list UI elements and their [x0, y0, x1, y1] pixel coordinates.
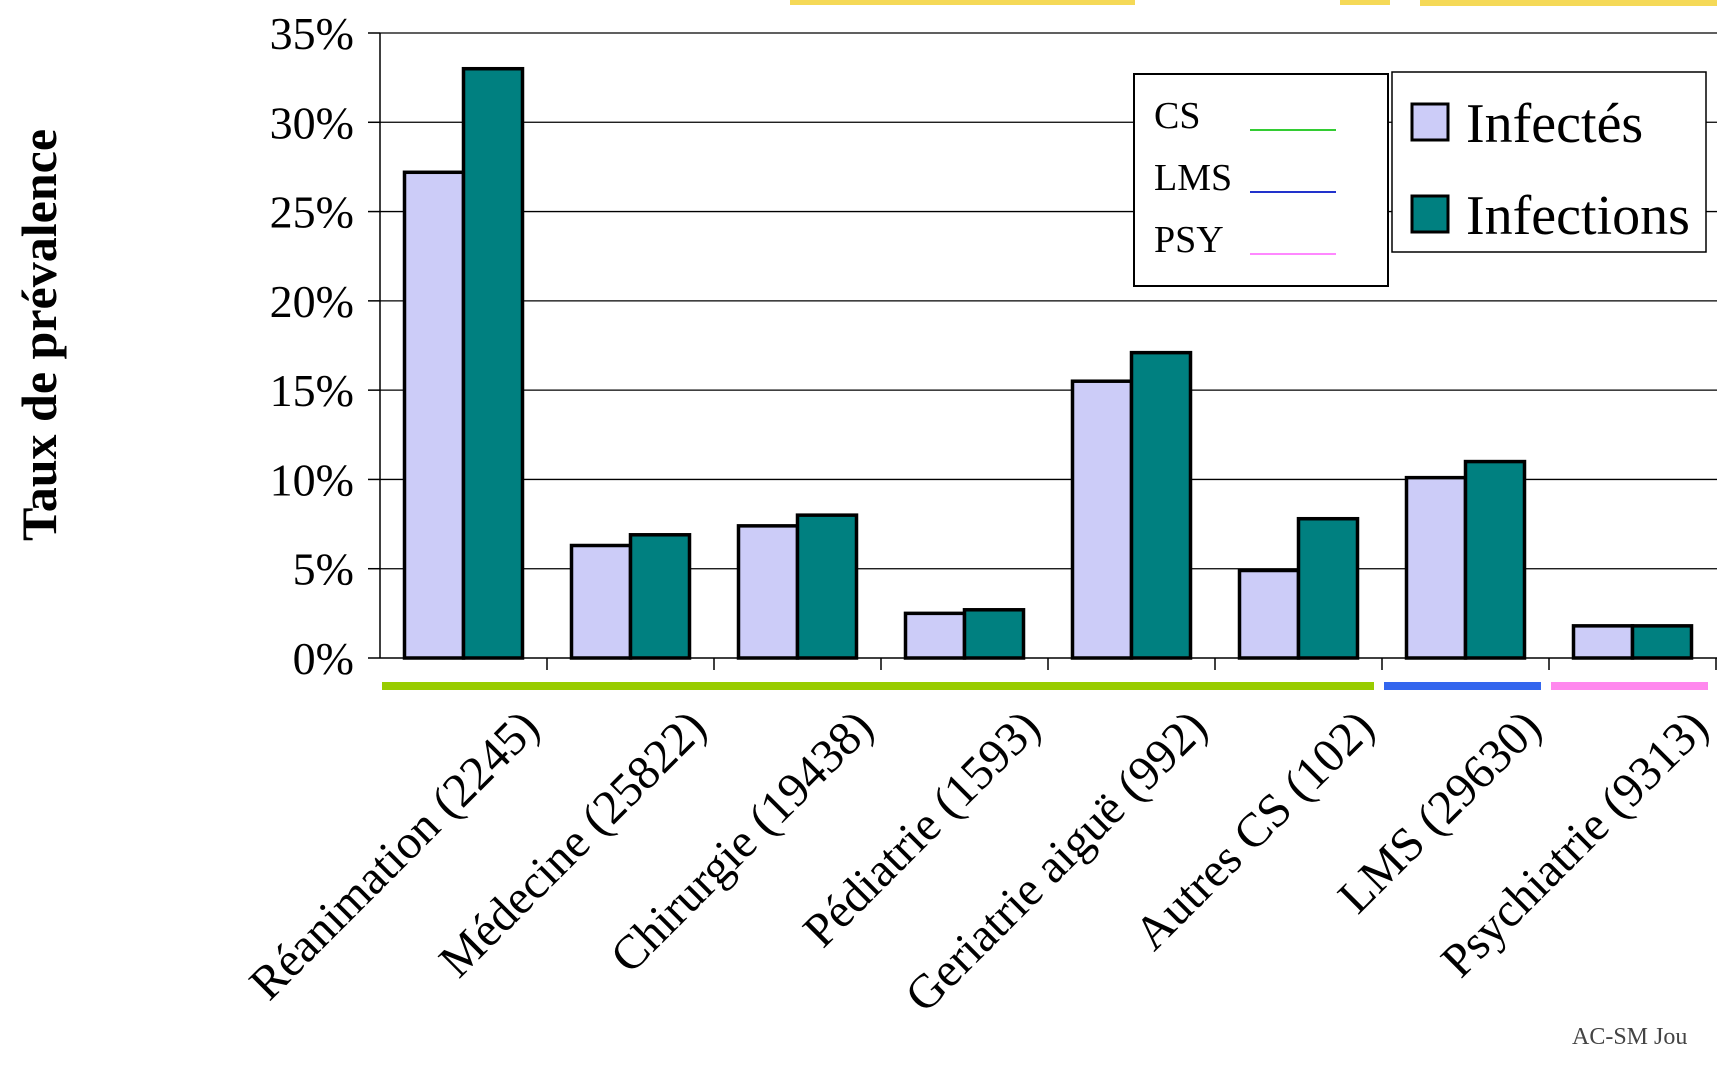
bar-infections	[795, 513, 859, 660]
y-tick-label: 5%	[293, 544, 354, 595]
bar-infections	[1630, 624, 1694, 660]
group-legend-label: PSY	[1154, 219, 1224, 261]
y-tick-label: 35%	[270, 8, 354, 59]
legend-swatch	[1410, 102, 1450, 142]
y-axis-label: Taux de prévalence	[11, 129, 67, 541]
y-tick-label: 30%	[270, 97, 354, 148]
bar-infections	[962, 608, 1026, 660]
y-tick-label: 0%	[293, 633, 354, 684]
category-label: Réanimation (2245)	[239, 700, 549, 1010]
bar-infectes	[1070, 379, 1134, 660]
bar-infectes	[569, 543, 633, 660]
group-legend-label: LMS	[1154, 157, 1232, 199]
legend-label: Infections	[1466, 185, 1690, 247]
category-label: Geriatrie aiguë (992)	[895, 700, 1217, 1022]
bar-infectes	[1404, 475, 1468, 660]
category-labels: Réanimation (2245)Médecine (25822)Chirur…	[239, 700, 1717, 1022]
y-axis-ticks: 0% 5% 10% 15% 20% 25% 30% 35%	[270, 8, 380, 684]
y-tick-label: 10%	[270, 454, 354, 505]
bar-infections	[1296, 516, 1360, 660]
gridlines	[380, 32, 1717, 570]
bar-infections	[628, 533, 692, 660]
y-tick-label: 25%	[270, 187, 354, 238]
axes	[379, 33, 1717, 670]
group-bar-cs	[382, 682, 1374, 690]
y-tick-label: 15%	[270, 365, 354, 416]
group-legend-label: CS	[1154, 95, 1200, 137]
group-bar-lms	[1384, 682, 1541, 690]
bar-infectes	[1237, 568, 1301, 660]
bar-infections	[1463, 459, 1527, 660]
bar-infectes	[903, 611, 967, 660]
group-bars	[382, 682, 1708, 690]
group-legend: CS LMS PSY	[1133, 73, 1389, 287]
bar-infections	[1129, 350, 1193, 660]
group-bar-psy	[1551, 682, 1708, 690]
footer-text: AC-SM Jou	[1572, 1024, 1687, 1050]
legend-label: Infectés	[1466, 93, 1643, 155]
legend-swatch	[1410, 194, 1450, 234]
highlight-decoration	[790, 0, 1717, 6]
bar-infectes	[736, 524, 800, 660]
bars	[402, 66, 1694, 660]
y-tick-label: 20%	[270, 276, 354, 327]
bar-infectes	[402, 170, 466, 660]
series-legend: Infectés Infections	[1391, 71, 1707, 253]
bar-infectes	[1571, 624, 1635, 660]
bar-infections	[461, 66, 525, 660]
